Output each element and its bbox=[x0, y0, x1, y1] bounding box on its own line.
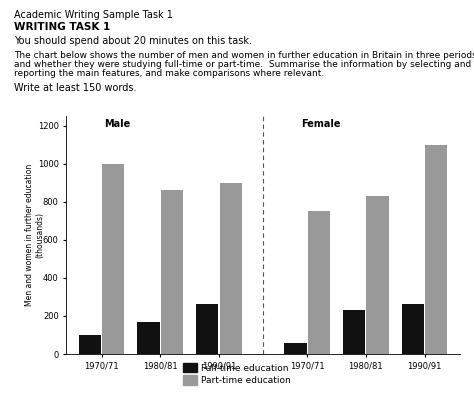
Bar bbox=[219, 183, 242, 354]
Legend: Full-time education, Part-time education: Full-time education, Part-time education bbox=[183, 363, 291, 385]
Bar bbox=[196, 304, 219, 354]
Bar bbox=[137, 322, 160, 354]
Bar bbox=[284, 342, 307, 354]
Text: Academic Writing Sample Task 1: Academic Writing Sample Task 1 bbox=[14, 10, 173, 20]
Bar bbox=[308, 211, 330, 354]
Text: and whether they were studying full-time or part-time.  Summarise the informatio: and whether they were studying full-time… bbox=[14, 60, 472, 69]
Text: The chart below shows the number of men and women in further education in Britai: The chart below shows the number of men … bbox=[14, 51, 474, 60]
Bar bbox=[401, 304, 424, 354]
Text: reporting the main features, and make comparisons where relevant.: reporting the main features, and make co… bbox=[14, 69, 325, 78]
Bar bbox=[425, 144, 447, 354]
Text: You should spend about 20 minutes on this task.: You should spend about 20 minutes on thi… bbox=[14, 36, 252, 46]
Bar bbox=[79, 335, 101, 354]
Bar bbox=[366, 196, 389, 354]
Text: Write at least 150 words.: Write at least 150 words. bbox=[14, 83, 137, 93]
Text: WRITING TASK 1: WRITING TASK 1 bbox=[14, 22, 110, 32]
Bar bbox=[102, 164, 125, 354]
Text: Female: Female bbox=[301, 119, 341, 129]
Text: Male: Male bbox=[105, 119, 131, 129]
Bar bbox=[161, 190, 183, 354]
Y-axis label: Men and women in further education
(thousands): Men and women in further education (thou… bbox=[25, 164, 45, 306]
Bar bbox=[343, 310, 365, 354]
